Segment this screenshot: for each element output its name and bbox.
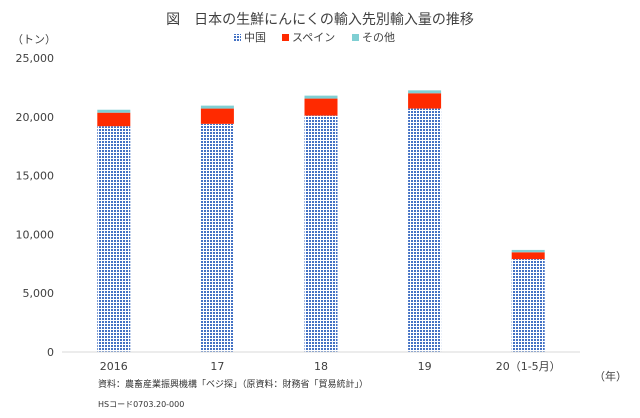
y-tick-label: 15,000 (16, 170, 55, 183)
y-tick-label: 20,000 (16, 111, 55, 124)
y-tick-label: 5,000 (23, 287, 55, 300)
y-axis: 0 5,000 10,000 15,000 20,000 25,000 (16, 52, 55, 359)
bar-segment-19-2 (408, 90, 442, 94)
legend-swatch (282, 34, 289, 41)
source-note: 資料：農畜産業振興機構「ベジ探」（原資料：財務省「貿易統計」） (98, 378, 368, 390)
hs-code-note: HSコード0703.20-000 (98, 400, 184, 409)
legend: 中国 スペイン その他 (234, 31, 395, 44)
x-tick-label: 17 (210, 360, 224, 373)
bar-segment-2016-1 (97, 112, 131, 127)
bar-segment-2015-2 (511, 249, 545, 253)
x-axis: 2016 17 18 19 20（1-5月） (62, 351, 580, 373)
y-tick-label: 0 (47, 346, 54, 359)
bars (97, 90, 545, 353)
y-unit-label: （トン） (12, 33, 56, 46)
bar-segment-17-2 (200, 105, 234, 109)
y-tick-label: 10,000 (16, 228, 55, 241)
x-tick-label: 18 (314, 360, 328, 373)
bar-segment-19-0 (408, 108, 442, 353)
x-unit-label: （年） (594, 369, 627, 383)
bar-segment-2016-2 (97, 109, 131, 113)
x-tick-label: 19 (418, 360, 432, 373)
x-tick-label: 2016 (100, 360, 128, 373)
chart-title: 図 日本の生鮮にんにくの輸入先別輸入量の推移 (166, 12, 474, 28)
bar-segment-2015-1 (511, 252, 545, 260)
bar-segment-2016-0 (97, 126, 131, 352)
legend-swatch (352, 34, 359, 41)
bar-segment-17-0 (200, 123, 234, 352)
bar-segment-18-0 (304, 115, 338, 353)
legend-label: その他 (362, 31, 395, 44)
x-tick-label: 20（1-5月） (496, 360, 561, 373)
legend-label: スペイン (292, 31, 335, 44)
legend-swatch (234, 34, 241, 41)
bar-segment-17-1 (200, 108, 234, 124)
y-tick-label: 25,000 (16, 52, 55, 65)
bar-segment-2015-0 (511, 259, 545, 352)
bar-segment-19-1 (408, 93, 442, 109)
bar-segment-18-1 (304, 98, 338, 116)
legend-label: 中国 (244, 31, 266, 44)
bar-segment-18-2 (304, 95, 338, 99)
